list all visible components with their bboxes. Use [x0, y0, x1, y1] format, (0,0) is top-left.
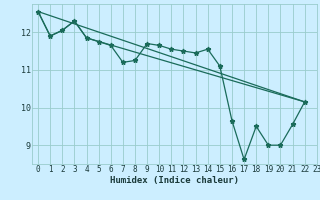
X-axis label: Humidex (Indice chaleur): Humidex (Indice chaleur) [110, 176, 239, 185]
